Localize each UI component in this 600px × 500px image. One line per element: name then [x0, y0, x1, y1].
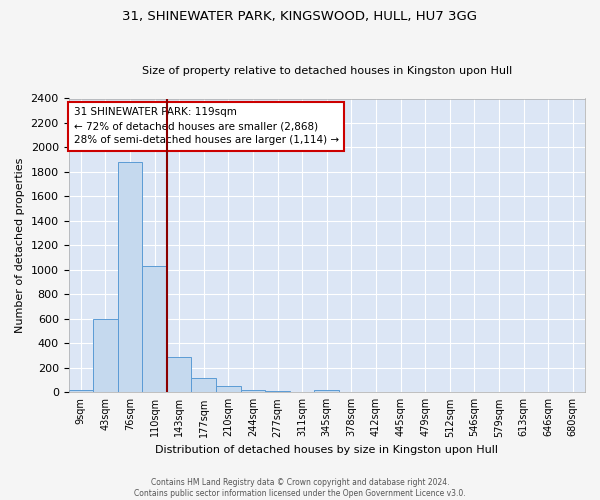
Bar — [68, 390, 93, 392]
Bar — [241, 390, 265, 392]
Bar — [142, 266, 167, 392]
Bar — [118, 162, 142, 392]
X-axis label: Distribution of detached houses by size in Kingston upon Hull: Distribution of detached houses by size … — [155, 445, 498, 455]
Bar — [191, 378, 216, 392]
Bar — [265, 391, 290, 392]
Text: 31 SHINEWATER PARK: 119sqm
← 72% of detached houses are smaller (2,868)
28% of s: 31 SHINEWATER PARK: 119sqm ← 72% of deta… — [74, 108, 339, 146]
Text: 31, SHINEWATER PARK, KINGSWOOD, HULL, HU7 3GG: 31, SHINEWATER PARK, KINGSWOOD, HULL, HU… — [122, 10, 478, 23]
Bar — [93, 319, 118, 392]
Y-axis label: Number of detached properties: Number of detached properties — [15, 158, 25, 333]
Bar — [167, 358, 191, 392]
Bar — [314, 390, 339, 392]
Title: Size of property relative to detached houses in Kingston upon Hull: Size of property relative to detached ho… — [142, 66, 512, 76]
Bar — [216, 386, 241, 392]
Text: Contains HM Land Registry data © Crown copyright and database right 2024.
Contai: Contains HM Land Registry data © Crown c… — [134, 478, 466, 498]
